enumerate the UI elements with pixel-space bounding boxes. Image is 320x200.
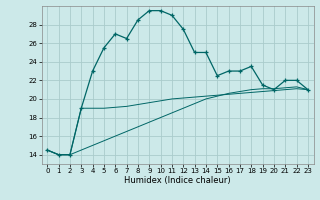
X-axis label: Humidex (Indice chaleur): Humidex (Indice chaleur) bbox=[124, 176, 231, 185]
